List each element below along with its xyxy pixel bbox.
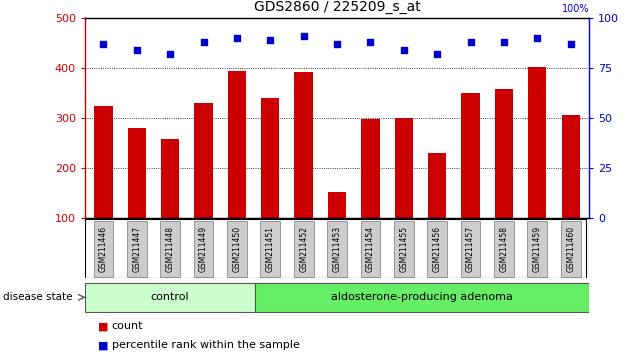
Text: count: count bbox=[112, 321, 143, 331]
Text: percentile rank within the sample: percentile rank within the sample bbox=[112, 340, 299, 350]
Bar bbox=[394, 118, 413, 268]
Bar bbox=[94, 106, 113, 268]
Text: GSM211451: GSM211451 bbox=[266, 226, 275, 272]
Text: GSM211448: GSM211448 bbox=[166, 226, 175, 272]
Title: GDS2860 / 225209_s_at: GDS2860 / 225209_s_at bbox=[254, 0, 420, 14]
Text: GSM211454: GSM211454 bbox=[366, 225, 375, 272]
Point bbox=[466, 39, 476, 45]
Bar bbox=[161, 139, 180, 268]
Point bbox=[499, 39, 509, 45]
Text: GSM211457: GSM211457 bbox=[466, 225, 475, 272]
Text: GSM211446: GSM211446 bbox=[99, 225, 108, 272]
Text: GSM211460: GSM211460 bbox=[566, 225, 575, 272]
Text: GSM211452: GSM211452 bbox=[299, 226, 308, 272]
Bar bbox=[255, 283, 589, 312]
Bar bbox=[127, 221, 147, 277]
Point bbox=[365, 39, 375, 45]
Bar bbox=[327, 221, 347, 277]
Bar bbox=[260, 221, 280, 277]
Point bbox=[265, 37, 275, 42]
Point bbox=[432, 51, 442, 57]
Bar bbox=[227, 71, 246, 268]
Bar bbox=[461, 93, 479, 268]
Bar bbox=[193, 221, 214, 277]
Text: control: control bbox=[151, 292, 190, 302]
Text: GSM211455: GSM211455 bbox=[399, 225, 408, 272]
Text: ■: ■ bbox=[98, 340, 108, 350]
Point bbox=[332, 41, 342, 46]
Bar bbox=[561, 221, 580, 277]
Text: GSM211453: GSM211453 bbox=[333, 225, 341, 272]
Bar bbox=[528, 67, 546, 268]
Bar bbox=[527, 221, 547, 277]
Bar bbox=[195, 103, 213, 268]
Bar bbox=[128, 128, 146, 268]
Bar bbox=[561, 115, 580, 268]
Point bbox=[165, 51, 175, 57]
Bar bbox=[495, 89, 513, 268]
Bar bbox=[294, 72, 313, 268]
Text: GSM211459: GSM211459 bbox=[533, 225, 542, 272]
Text: GSM211456: GSM211456 bbox=[433, 225, 442, 272]
Bar bbox=[328, 192, 347, 268]
Point bbox=[132, 47, 142, 52]
Bar bbox=[394, 221, 414, 277]
Bar bbox=[360, 221, 381, 277]
Text: 100%: 100% bbox=[561, 4, 589, 14]
Text: disease state: disease state bbox=[3, 292, 72, 302]
Text: GSM211458: GSM211458 bbox=[500, 226, 508, 272]
Point bbox=[98, 41, 108, 46]
Bar bbox=[261, 98, 280, 268]
Point bbox=[299, 33, 309, 39]
Bar bbox=[361, 119, 380, 268]
Bar bbox=[428, 153, 447, 268]
Text: GSM211447: GSM211447 bbox=[132, 225, 141, 272]
Bar bbox=[461, 221, 481, 277]
Point bbox=[532, 35, 542, 41]
Point bbox=[399, 47, 409, 52]
Bar bbox=[294, 221, 314, 277]
Point bbox=[566, 41, 576, 46]
Text: GSM211450: GSM211450 bbox=[232, 225, 241, 272]
Bar bbox=[85, 283, 255, 312]
Bar bbox=[427, 221, 447, 277]
Text: GSM211449: GSM211449 bbox=[199, 225, 208, 272]
Bar bbox=[160, 221, 180, 277]
Bar bbox=[227, 221, 247, 277]
Text: ■: ■ bbox=[98, 321, 108, 331]
Text: aldosterone-producing adenoma: aldosterone-producing adenoma bbox=[331, 292, 513, 302]
Point bbox=[232, 35, 242, 41]
Bar bbox=[494, 221, 514, 277]
Bar bbox=[94, 221, 113, 277]
Point bbox=[198, 39, 209, 45]
